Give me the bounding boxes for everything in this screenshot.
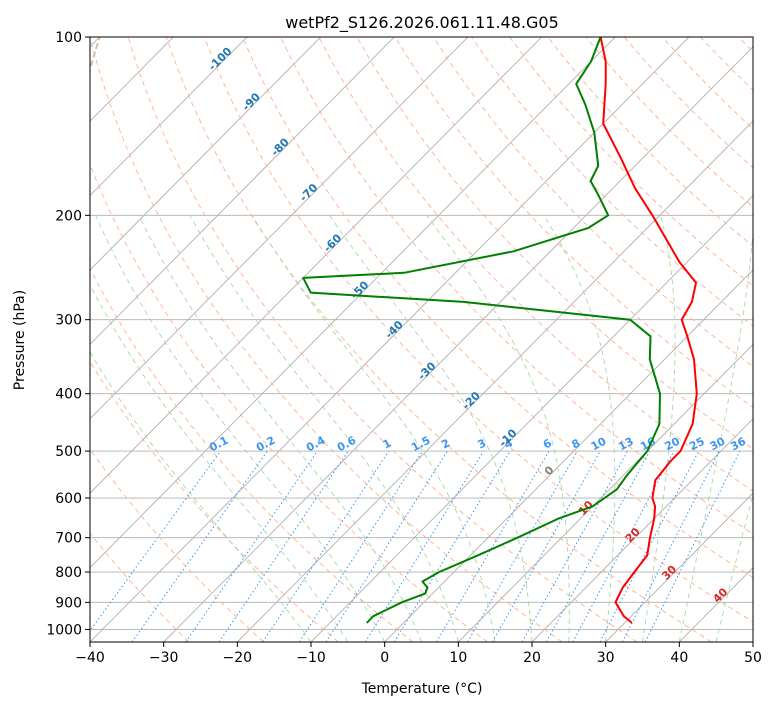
mixing-ratio-line [131, 450, 268, 642]
isotherm-line [90, 37, 395, 345]
moist-adiabat [426, 215, 570, 642]
mixing-ratio-line [90, 450, 221, 632]
dry-adiabat [90, 37, 563, 642]
mixing-ratio-label: 13 [616, 435, 636, 454]
mixing-ratio-line [545, 450, 651, 642]
isotherm-line [163, 46, 753, 642]
temperature-profile-line [599, 37, 698, 624]
moist-adiabat [138, 215, 422, 642]
y-tick-label: 700 [55, 531, 82, 547]
mixing-ratio-line [491, 450, 601, 642]
moist-adiabat [189, 215, 459, 642]
x-tick-label: 40 [670, 650, 688, 666]
y-tick-label: 1000 [46, 622, 82, 638]
mixing-ratio-label: 25 [687, 435, 707, 454]
x-tick-label: 0 [380, 650, 389, 666]
moist-adiabat [543, 215, 616, 642]
isotherm-line [90, 37, 322, 271]
mixing-ratio-line [435, 450, 550, 642]
isotherm-line [90, 37, 616, 569]
isotherm-line [310, 194, 753, 642]
moist-adiabat [678, 227, 753, 642]
y-tick-label: 900 [55, 595, 82, 611]
axes: −40 −30 −20 −10 0 10 20 30 40 50 1000 900 800 700 600 5… [46, 30, 762, 666]
isotherm-line [531, 418, 753, 642]
moist-adiabat [90, 351, 312, 642]
isotherm-line [237, 120, 753, 642]
mixing-ratio-line [521, 450, 629, 642]
isotherm-line [90, 37, 543, 494]
isotherm-line [90, 37, 469, 420]
y-tick-label: 200 [55, 208, 82, 224]
dry-adiabat [318, 37, 753, 492]
x-tick-label: 10 [449, 650, 467, 666]
mixing-ratio-line [325, 450, 448, 642]
dry-adiabat [90, 448, 264, 642]
dewpoint-profile-line [302, 37, 661, 624]
x-tick-label: 20 [523, 650, 541, 666]
y-tick-label: 400 [55, 387, 82, 403]
mixing-ratio-label: 20 [662, 435, 682, 454]
y-tick-label: 500 [55, 444, 82, 460]
chart-title: wetPf2_S126.2026.061.11.48.G05 [285, 13, 559, 33]
x-tick-label: −20 [223, 650, 253, 666]
moist-adiabat [90, 283, 349, 642]
dry-adiabat [165, 37, 712, 642]
mixing-ratio-line [185, 450, 318, 642]
isotherm-line [605, 492, 753, 642]
dry-adiabat [127, 37, 638, 642]
moist-adiabat [95, 215, 386, 642]
isotherm-line [90, 37, 690, 642]
x-tick-label: −30 [149, 650, 179, 666]
mixing-ratio-line [467, 450, 578, 642]
y-tick-label: 100 [55, 30, 82, 46]
mixing-ratio-line [393, 450, 511, 642]
dry-adiabat [661, 37, 753, 130]
isotherm-line [90, 37, 248, 197]
dry-adiabat [90, 532, 190, 642]
moist-adiabat [715, 493, 753, 642]
mixing-ratio-line [298, 450, 423, 642]
mixing-ratio-line [218, 450, 349, 642]
dry-adiabat [280, 37, 753, 535]
mixing-ratio-label: 36 [728, 435, 748, 454]
dry-adiabat [90, 267, 414, 642]
dry-adiabat [90, 163, 488, 642]
y-tick-label: 300 [55, 313, 82, 329]
x-tick-label: −40 [75, 650, 105, 666]
x-tick-label: −10 [296, 650, 326, 666]
moist-adiabat [329, 215, 533, 642]
y-axis-label: Pressure (hPa) [12, 290, 28, 390]
isotherm-line [384, 269, 753, 642]
mixing-ratio-line [572, 450, 675, 642]
x-tick-label: 30 [597, 650, 615, 666]
mixing-ratio-label: 10 [589, 434, 609, 453]
plot-area: 0.1 0.2 0.4 0.6 1 1.5 2 3 4 6 8 10 13 16 20 25 30 36-100-… [90, 37, 753, 642]
y-tick-label: 800 [55, 565, 82, 581]
moist-adiabat [642, 215, 676, 642]
y-tick-label: 600 [55, 491, 82, 507]
plot-frame [89, 36, 754, 643]
x-tick-label: 50 [744, 650, 762, 666]
mixing-ratio-label: 30 [708, 435, 728, 454]
moist-adiabat [251, 215, 496, 642]
x-axis-label: Temperature (°C) [361, 681, 483, 697]
